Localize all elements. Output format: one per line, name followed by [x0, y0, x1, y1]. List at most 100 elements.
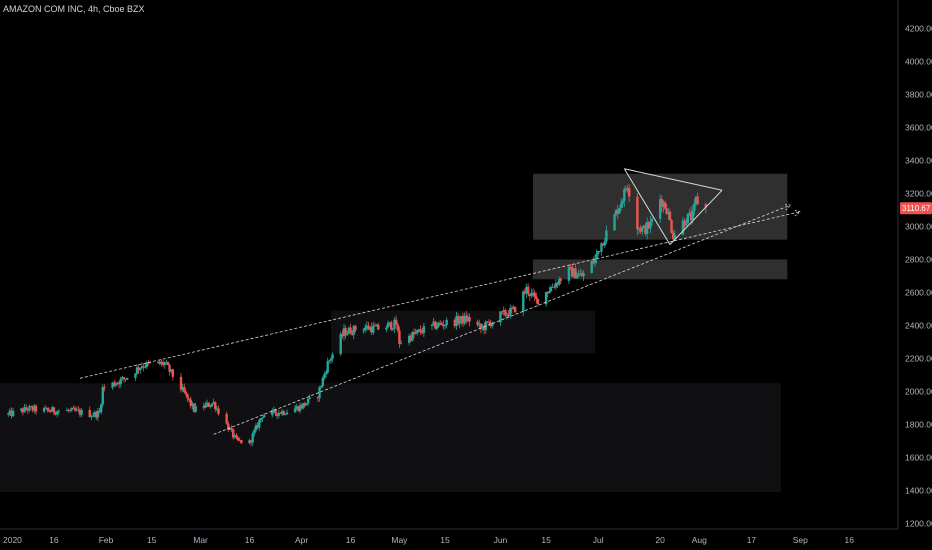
candle-body-29 [73, 408, 77, 411]
candle-body-70 [166, 362, 170, 366]
candle-body-275 [637, 228, 641, 230]
candle-body-66 [160, 361, 163, 364]
candle-body-101 [236, 437, 240, 440]
candle-body-132 [306, 398, 310, 404]
candle-body-287 [663, 202, 667, 209]
candle-body-238 [551, 286, 554, 288]
candle-body-104 [248, 440, 251, 444]
candle-body-265 [614, 209, 618, 215]
time-axis[interactable]: 2020 16 Feb 15 Mar 16 Apr 16 May 15 Jun 15 Jul 20 Aug 1… [3, 535, 854, 545]
candle-body-168 [391, 328, 395, 330]
candle-body-224 [522, 291, 525, 313]
candle-body-233 [536, 298, 540, 305]
candle-body-18 [49, 411, 52, 413]
candle-body-81 [191, 403, 194, 406]
candle-body-213 [491, 322, 494, 327]
candle-body-240 [554, 282, 558, 288]
candle-body-83 [194, 406, 197, 412]
candle-body-96 [228, 428, 232, 430]
candle-body-227 [526, 286, 530, 295]
candle-body-80 [189, 399, 192, 406]
candle-body-228 [528, 294, 531, 296]
candle-body-55 [135, 367, 139, 374]
candle-body-153 [354, 325, 357, 331]
candle-body-129 [302, 403, 305, 409]
candle-body-173 [399, 342, 403, 344]
candle-body-252 [580, 273, 584, 277]
price-tick-label: 1400.00 [905, 486, 932, 496]
candle-body-163 [377, 324, 380, 330]
candle-body-98 [231, 429, 235, 438]
candle-body-154 [362, 329, 365, 331]
candle-body-95 [227, 423, 230, 430]
candle-body-229 [530, 292, 533, 296]
candle-body-204 [476, 321, 479, 326]
candle-body-171 [396, 324, 399, 331]
candle-body-15 [44, 407, 47, 409]
candle-body-24 [65, 410, 69, 412]
candle-body-78 [186, 394, 189, 399]
candle-body-69 [165, 362, 168, 364]
candle-body-278 [642, 225, 646, 228]
candle-body-280 [645, 222, 649, 234]
zones-layer [0, 173, 788, 493]
candle-body-195 [455, 316, 458, 326]
candle-body-191 [442, 324, 445, 327]
candle-body-245 [569, 266, 572, 268]
candle-body-302 [694, 196, 698, 204]
candle-body-166 [388, 322, 391, 324]
price-tick-label: 3600.00 [905, 123, 932, 133]
candle-body-2 [10, 410, 13, 417]
trendline-arrowhead-1 [783, 204, 792, 211]
candle-body-105 [249, 440, 253, 443]
candle-body-91 [214, 402, 217, 410]
candle-body-246 [570, 266, 574, 277]
candle-body-232 [535, 296, 538, 299]
price-axis[interactable]: 4200.00 4000.00 3800.00 3600.00 3400.00 3200.… [905, 24, 932, 529]
candle-body-270 [623, 189, 626, 202]
time-tick-label: 16 [844, 535, 854, 545]
candle-body-288 [665, 208, 668, 215]
candle-body-79 [187, 398, 191, 400]
candle-body-143 [331, 354, 334, 359]
candle-body-20 [52, 407, 56, 413]
candle-body-136 [319, 385, 323, 388]
price-tick-label: 4200.00 [905, 24, 932, 34]
candle-body-225 [523, 291, 527, 294]
candle-body-181 [419, 329, 422, 333]
candle-body-304 [704, 204, 707, 208]
candle-body-259 [598, 251, 602, 252]
candle-body-150 [349, 327, 352, 334]
candle-body-219 [507, 314, 510, 317]
candle-body-11 [31, 406, 34, 411]
candle-body-199 [461, 315, 465, 324]
price-tick-label: 2400.00 [905, 321, 932, 331]
candle-body-144 [339, 334, 342, 355]
candle-body-59 [142, 366, 145, 368]
candle-body-264 [613, 214, 616, 231]
candle-body-169 [393, 319, 396, 329]
time-tick-label: 15 [147, 535, 157, 545]
candle-body-165 [386, 323, 390, 328]
candle-body-221 [510, 308, 514, 309]
candle-body-36 [91, 416, 95, 417]
candle-body-220 [509, 308, 512, 317]
candle-body-149 [347, 327, 351, 334]
candle-body-177 [412, 332, 416, 334]
candle-body-124 [293, 408, 297, 413]
candle-body-103 [240, 440, 243, 444]
candle-body-121 [282, 411, 285, 415]
candle-body-239 [553, 286, 556, 288]
candle-body-249 [575, 276, 579, 279]
candle-body-241 [556, 282, 559, 285]
candle-body-111 [259, 418, 263, 421]
candle-body-10 [29, 406, 33, 407]
candle-body-291 [670, 220, 673, 233]
candle-body-128 [300, 405, 303, 409]
candle-body-138 [323, 374, 326, 378]
candle-body-102 [238, 439, 241, 441]
candle-body-257 [595, 253, 598, 259]
candle-body-21 [54, 412, 57, 415]
candle-body-193 [445, 319, 448, 326]
